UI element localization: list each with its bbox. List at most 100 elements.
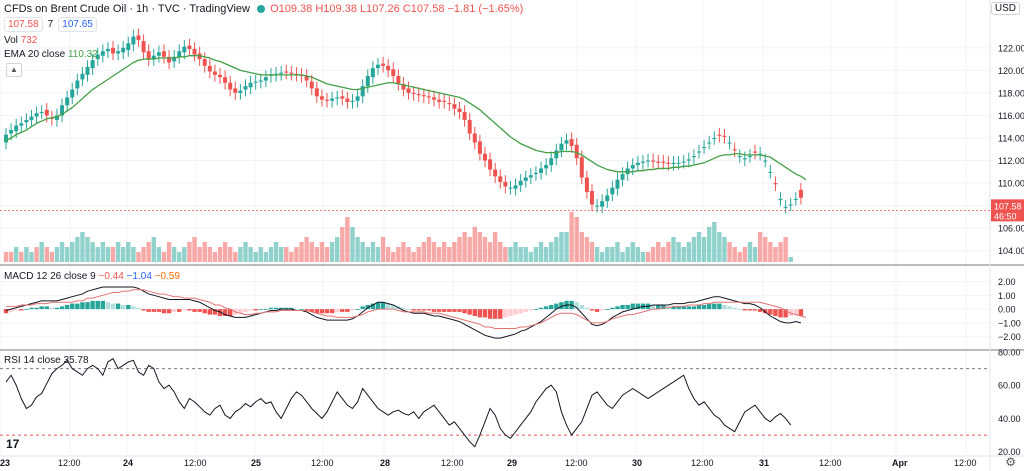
gear-icon[interactable]: ⚙ <box>1005 455 1016 469</box>
volume-bar <box>319 242 325 262</box>
macd-hist-bar <box>391 304 396 310</box>
macd-hist-bar <box>95 300 100 310</box>
macd-hist-bar <box>253 309 258 311</box>
volume-bar <box>248 247 253 262</box>
macd-hist-bar <box>370 303 376 310</box>
volume-bar <box>54 247 60 262</box>
macd-hist-bar <box>574 302 579 310</box>
ask-button[interactable]: 107.65 <box>58 17 97 32</box>
macd-hist-bar <box>146 309 151 312</box>
macd-legend[interactable]: MACD 12 26 close 9 −0.44 −1.04 −0.59 <box>4 270 180 284</box>
tradingview-logo: 17 <box>6 437 20 451</box>
candle-body <box>54 115 59 120</box>
volume-bar <box>385 247 391 262</box>
candle-body <box>569 139 574 146</box>
macd-hist-bar <box>350 309 355 311</box>
volume-bar <box>778 242 783 262</box>
price-tick-label: 104.00 <box>998 246 1024 256</box>
macd-hist-bar <box>115 303 121 310</box>
symbol-title[interactable]: CFDs on Brent Crude Oil · 1h · TVC · Tra… <box>4 3 250 15</box>
candle-body <box>85 66 90 75</box>
macd-hist-bar <box>503 309 508 318</box>
candle-body <box>360 86 365 97</box>
macd-hist-bar <box>228 309 233 317</box>
macd-hist-bar <box>676 306 681 310</box>
candle-body <box>584 177 589 193</box>
volume-bar <box>59 242 65 262</box>
currency-selector[interactable]: USD <box>990 2 1020 15</box>
volume-bar <box>19 252 24 262</box>
volume-bar <box>732 247 737 262</box>
volume-bar <box>110 247 116 262</box>
candle-body <box>75 80 80 89</box>
candle-body <box>477 141 482 154</box>
rsi-band-fill <box>0 369 990 435</box>
ema-legend[interactable]: EMA 20 close 110.32 <box>4 48 98 62</box>
macd-hist-bar <box>44 306 49 310</box>
volume-bar <box>477 232 483 262</box>
candle-body <box>416 94 421 96</box>
candle-body <box>411 92 416 95</box>
macd-hist-bar <box>8 309 14 312</box>
macd-hist-bar <box>166 309 172 314</box>
collapse-legend-icon[interactable]: ▲ <box>6 63 22 77</box>
macd-hist-bar <box>54 307 60 310</box>
volume-bar <box>656 242 661 262</box>
candle-body <box>620 174 625 180</box>
macd-hist-bar <box>661 304 666 310</box>
candle-body <box>696 151 701 153</box>
volume-bar <box>757 232 763 262</box>
macd-hist-bar <box>793 309 799 315</box>
volume-bar <box>8 252 14 262</box>
volume-bar <box>543 247 549 262</box>
candle-body <box>345 98 350 102</box>
candle-body <box>595 205 600 207</box>
macd-hist-bar <box>763 309 768 314</box>
macd-hist-bar <box>284 307 289 310</box>
macd-tick-label: −2.00 <box>998 332 1021 342</box>
macd-hist-bar <box>442 309 447 312</box>
macd-hist-bar <box>783 309 788 318</box>
rsi-legend[interactable]: RSI 14 close 35.78 <box>4 354 89 368</box>
bid-button[interactable]: 107.58 <box>4 17 43 32</box>
last-price-box <box>991 199 1024 222</box>
volume-bar <box>192 237 197 262</box>
volume-bar <box>350 227 355 262</box>
macd-hist-bar <box>75 303 80 310</box>
volume-bar <box>671 237 676 262</box>
volume-legend[interactable]: Vol 732 <box>4 34 37 48</box>
volume-bar <box>492 232 498 262</box>
volume-bar <box>681 247 686 262</box>
candle-body <box>503 181 508 187</box>
volume-bar <box>95 247 100 262</box>
rsi-tick-label: 20.00 <box>998 447 1021 457</box>
candle-body <box>167 56 172 63</box>
candle-body <box>747 156 752 158</box>
candle-body <box>386 65 391 71</box>
macd-hist-value: −0.44 <box>98 271 124 282</box>
macd-hist-bar <box>798 309 804 317</box>
volume-bar <box>442 242 447 262</box>
candle-body <box>340 96 345 99</box>
candle-body <box>325 99 330 101</box>
volume-bar <box>335 237 340 262</box>
volume-bar <box>396 247 401 262</box>
candle-body <box>605 195 610 202</box>
macd-hist-bar <box>717 303 722 310</box>
macd-hist-bar <box>773 309 778 317</box>
candle-body <box>279 72 284 74</box>
volume-bar <box>630 242 635 262</box>
ohlc-low: L107.26 <box>360 3 400 15</box>
macd-hist-bar <box>605 309 610 310</box>
candle-body <box>116 51 121 54</box>
macd-hist-bar <box>197 309 202 312</box>
volume-bar <box>686 242 692 262</box>
volume-bar <box>13 247 19 262</box>
macd-hist-bar <box>105 302 111 310</box>
candle-body <box>141 41 146 53</box>
time-tick-label: 12:00 <box>691 458 714 468</box>
macd-hist-bar <box>696 304 702 310</box>
macd-hist-bar <box>19 309 24 311</box>
volume-bar <box>171 247 177 262</box>
